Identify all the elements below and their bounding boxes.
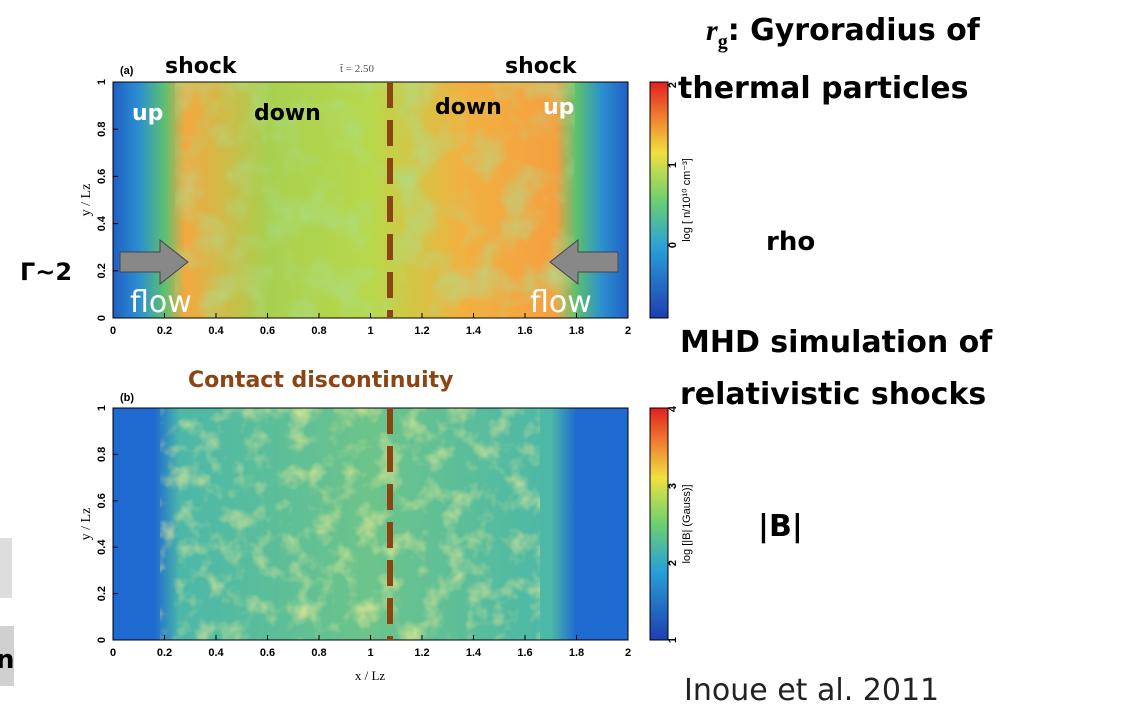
flow-labels: flow flow [130,285,592,320]
x-tick-label: 0 [110,647,116,659]
x-tick-label: 1.8 [569,647,584,659]
edge-box [0,538,12,598]
annotations: shock shock up down down up Γ~2 Contact … [20,13,993,544]
x-tick-label: 1.8 [569,325,584,337]
x-tick-label: 0.8 [311,647,326,659]
rho-label: rho [766,227,815,257]
gyro-text-1: : Gyroradius of [728,13,981,48]
y-tick-label: 0.2 [96,263,108,278]
x-tick-label: 2 [625,325,631,337]
colorbar-label: log [ n/10¹⁰ cm⁻³] [681,158,693,242]
lorentz-label: Γ~2 [20,258,72,286]
shock-label: shock [165,54,238,79]
panel-label: (b) [120,392,134,404]
flow-label: flow [530,285,592,320]
colorbar-tick-label: 2 [667,82,679,88]
x-tick-label: 0.4 [208,647,224,659]
ticks: 0 0.2 0.4 0.6 0.8 1 1.2 1.4 1.6 1.8 2 0 0.2 0.4 0.6 0.8… [96,79,679,659]
time-label: t̃ = 2.50 [340,63,375,75]
colorbar-tick-label: 4 [667,405,679,412]
x-tick-label: 0.4 [208,325,224,337]
x-tick-label: 1.4 [466,647,482,659]
region-label: up [543,95,574,120]
gyro-text-2: thermal particles [678,71,968,106]
flow-arrow [549,238,619,286]
contact-label: Contact discontinuity [188,368,453,393]
x-tick-label: 0.6 [260,325,275,337]
x-tick-label: 1.4 [466,325,482,337]
panel-label: (a) [120,65,134,77]
x-tick-label: 0 [110,325,116,337]
y-tick-label: 0.6 [96,169,108,184]
x-axis-label: x / Lz [355,668,386,683]
y-tick-label: 0.6 [96,493,108,508]
flow-label: flow [130,285,192,320]
colorbar [649,81,669,319]
region-label: down [254,101,321,126]
y-tick-label: 0 [96,315,108,321]
edge-text: n [0,645,15,675]
y-tick-label: 0.8 [96,447,108,462]
region-label: down [435,95,502,120]
shock-label: shock [505,54,578,79]
gyro-subscript: g [718,31,728,53]
x-tick-label: 1.2 [414,647,429,659]
y-tick-label: 0.4 [96,539,108,555]
x-tick-label: 0.2 [157,325,172,337]
colorbar-label: log [|B| (Gauss)] [681,484,693,563]
y-tick-label: 0.4 [96,215,108,231]
b-label: |B| [758,509,803,544]
x-tick-label: 1 [367,647,373,659]
y-tick-label: 1 [96,79,108,85]
edge-box [0,626,14,686]
y-tick-label: 0.8 [96,122,108,137]
colorbar-tick-label: 3 [667,483,679,489]
mhd-text: MHD simulation of [680,325,993,360]
y-axis-label: y / Lz [79,508,94,541]
x-tick-label: 1 [367,325,373,337]
flow-arrow [119,238,189,286]
x-tick-label: 1.6 [517,325,532,337]
gyro-text: rg: Gyroradius of [706,13,981,53]
mhd-text: relativistic shocks [680,377,986,412]
colorbar-tick-label: 1 [667,637,679,643]
y-tick-label: 0.2 [96,586,108,601]
colorbar-tick-label: 1 [667,162,679,168]
x-tick-label: 2 [625,647,631,659]
y-tick-label: 1 [96,405,108,411]
field-texture [160,408,540,640]
density-texture [175,82,575,318]
x-tick-label: 1.2 [414,325,429,337]
x-tick-label: 0.2 [157,647,172,659]
colorbar-tick-label: 2 [667,560,679,566]
colorbar [649,407,669,641]
y-tick-label: 0 [96,637,108,643]
citation: Inoue et al. 2011 [684,673,939,708]
y-axis-label: y / Lz [79,184,94,217]
x-tick-label: 0.6 [260,647,275,659]
colorbar-tick-label: 0 [667,242,679,248]
x-tick-label: 0.8 [311,325,326,337]
gyro-symbol: r [706,14,718,47]
region-label: up [132,101,163,126]
x-tick-label: 1.6 [517,647,532,659]
